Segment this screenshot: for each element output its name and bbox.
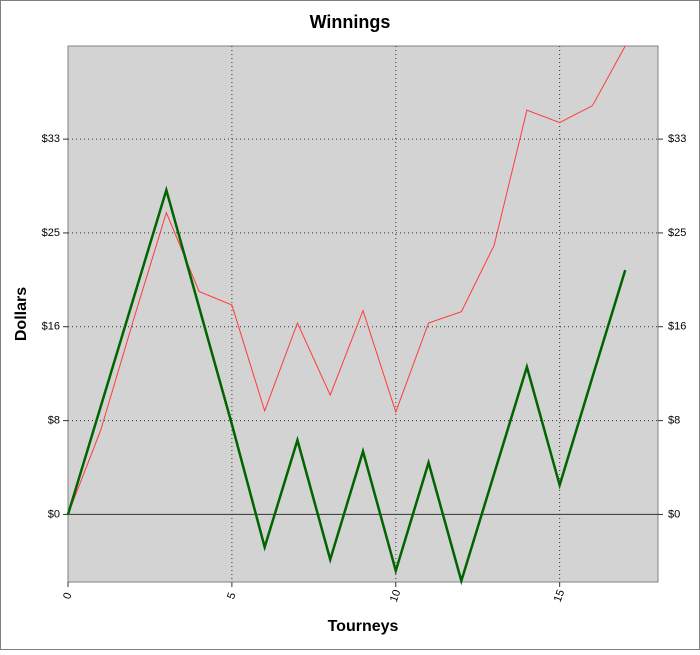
y2-tick-label: $0 bbox=[668, 508, 680, 520]
y-tick-label: $33 bbox=[42, 133, 60, 145]
y-tick-label: $25 bbox=[42, 227, 60, 239]
series-line bbox=[66, 185, 627, 586]
y2-tick-label: $33 bbox=[668, 133, 686, 145]
y2-tick-label: $25 bbox=[668, 227, 686, 239]
y2-tick-label: $16 bbox=[668, 321, 686, 333]
y-tick-label: $16 bbox=[42, 321, 60, 333]
x-tick-label: 0 bbox=[61, 591, 74, 601]
x-tick-label: 15 bbox=[552, 588, 567, 604]
chart-title: Winnings bbox=[310, 12, 391, 32]
plot-area bbox=[67, 45, 659, 583]
x-axis-title: Tourneys bbox=[328, 618, 399, 635]
x-tick-label: 10 bbox=[388, 588, 403, 604]
y2-tick-label: $8 bbox=[668, 415, 680, 427]
y-tick-label: $8 bbox=[48, 415, 60, 427]
y-tick-label: $0 bbox=[48, 508, 60, 520]
x-tick-label: 5 bbox=[225, 591, 238, 601]
series-line bbox=[67, 45, 626, 515]
plot-layer: $0 $0 $8 $8 $16 $16 $25 $25 $33 $33 0 5 10 15 bbox=[42, 45, 686, 604]
y-axis-title: Dollars bbox=[13, 287, 30, 341]
